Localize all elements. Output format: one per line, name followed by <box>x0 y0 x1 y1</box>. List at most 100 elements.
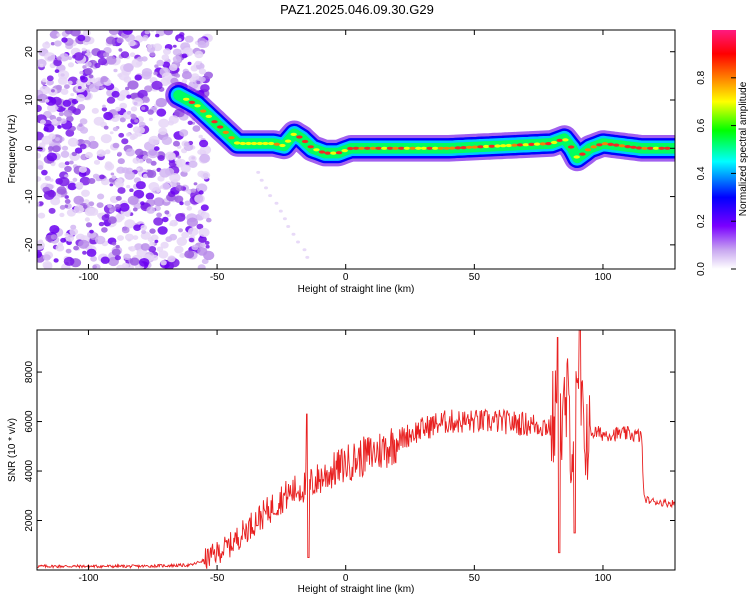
noise-blob <box>138 121 146 128</box>
noise-blob <box>129 188 134 192</box>
noise-blob <box>37 201 40 206</box>
noise-blob <box>179 129 189 137</box>
noise-blob <box>113 68 118 73</box>
noise-blob <box>206 217 212 223</box>
noise-blob <box>88 178 96 184</box>
noise-blob <box>86 248 97 257</box>
noise-blob <box>194 194 205 204</box>
noise-blob <box>163 48 171 55</box>
noise-blob <box>37 250 43 258</box>
ridge-hot-spot <box>205 114 212 118</box>
ridge-hot-spot <box>477 145 484 149</box>
noise-blob <box>96 149 106 157</box>
noise-blob <box>175 73 181 78</box>
ridge-hot-spot <box>533 142 541 146</box>
trail-blob <box>259 178 264 182</box>
noise-blob <box>140 243 150 251</box>
noise-blob <box>93 159 101 165</box>
snr-y-axis-label: SNR (10 * v/v) <box>7 418 18 482</box>
ridge-hot-spot <box>471 145 479 149</box>
noise-blob <box>126 184 131 189</box>
ridge-hot-spot <box>494 144 501 148</box>
noise-blob <box>154 146 160 151</box>
ridge-hot-spot <box>392 146 399 150</box>
noise-blob <box>126 94 132 99</box>
noise-blob <box>59 212 65 218</box>
ridge-hot-spot <box>352 146 360 150</box>
noise-blob <box>172 55 182 63</box>
ridge-hot-spot <box>267 141 275 146</box>
noise-blob <box>89 229 94 234</box>
noise-blob <box>127 195 139 205</box>
ridge-hot-spot <box>398 146 405 150</box>
noise-blob <box>196 223 204 230</box>
ridge-hot-spot <box>284 139 292 143</box>
ridge-hot-spot <box>369 146 377 150</box>
noise-blob <box>103 52 110 58</box>
noise-blob <box>67 56 73 60</box>
noise-blob <box>72 108 81 115</box>
noise-blob <box>64 84 70 89</box>
noise-blob <box>128 246 133 250</box>
noise-blob <box>124 212 131 217</box>
noise-blob <box>79 118 88 125</box>
snr-plot-area <box>37 330 675 570</box>
ridge-hot-spot <box>222 130 229 134</box>
ridge-hot-spot <box>556 138 563 142</box>
noise-blob <box>154 239 159 243</box>
noise-blob <box>186 205 193 211</box>
noise-blob <box>200 171 211 180</box>
noise-blob <box>186 217 198 227</box>
spectrogram-y-tick-label: 0 <box>24 145 35 151</box>
noise-blob <box>84 67 93 75</box>
snr-y-tick-label: 8000 <box>24 361 35 384</box>
ridge-hot-spot <box>466 145 473 149</box>
noise-blob <box>161 182 171 191</box>
noise-blob <box>41 169 48 176</box>
noise-blob <box>73 195 84 205</box>
spectrogram-x-tick-label: 100 <box>595 272 612 283</box>
noise-blob <box>198 227 210 237</box>
ridge-hot-spot <box>607 142 614 146</box>
noise-blob <box>77 86 82 90</box>
ridge-hot-spot <box>664 146 671 150</box>
noise-blob <box>105 36 116 45</box>
noise-blob <box>61 145 69 151</box>
noise-blob <box>119 102 128 110</box>
noise-blob <box>105 161 113 168</box>
ridge-hot-spot <box>335 151 343 155</box>
noise-blob <box>155 97 167 108</box>
noise-blob <box>115 178 123 185</box>
noise-blob <box>101 107 108 112</box>
ridge-hot-spot <box>579 152 586 156</box>
noise-blob <box>160 260 167 266</box>
noise-blob <box>146 206 156 214</box>
noise-blob <box>37 152 41 159</box>
ridge-hot-spot <box>432 146 439 150</box>
noise-blob <box>64 161 70 166</box>
noise-blob <box>108 30 120 35</box>
noise-blob <box>147 237 154 243</box>
noise-blob <box>199 153 211 163</box>
noise-blob <box>56 56 62 61</box>
noise-blob <box>172 48 182 56</box>
noise-blob <box>204 240 210 245</box>
noise-blob <box>115 244 120 249</box>
noise-blob <box>58 70 70 80</box>
noise-blob <box>156 59 164 67</box>
noise-blob <box>156 212 163 218</box>
noise-blob <box>178 228 183 233</box>
noise-blob <box>181 53 188 59</box>
ridge-hot-spot <box>437 146 445 150</box>
noise-blob <box>148 246 157 253</box>
noise-blob <box>156 108 167 117</box>
noise-blob <box>101 214 110 221</box>
trail-blob <box>274 201 279 205</box>
noise-blob <box>131 133 139 140</box>
noise-blob <box>67 62 75 68</box>
noise-blob <box>154 64 159 68</box>
noise-blob <box>184 200 191 206</box>
noise-blob <box>41 78 47 83</box>
ridge-hot-spot <box>296 135 303 139</box>
ridge-hot-spot <box>596 143 603 147</box>
